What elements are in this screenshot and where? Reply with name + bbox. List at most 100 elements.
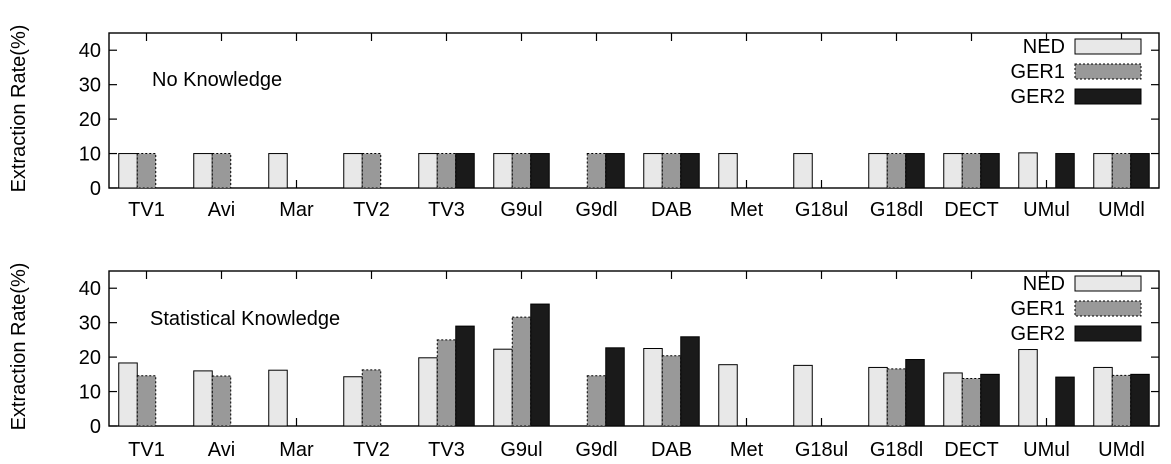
x-tick-label: G9dl xyxy=(575,439,617,461)
y-tick-label: 20 xyxy=(79,347,101,369)
y-tick-label: 10 xyxy=(79,382,101,404)
bar-ned-tv1 xyxy=(118,362,138,427)
bar-ger2-dect xyxy=(980,373,1000,427)
bar-ger2-g9dl xyxy=(605,347,625,427)
bar-ned-avi xyxy=(193,153,213,189)
bar-ger1-g9dl xyxy=(586,153,607,189)
x-tick-label: DAB xyxy=(651,439,692,461)
x-tick-label: TV3 xyxy=(428,199,465,221)
y-tick-label: 10 xyxy=(79,144,101,166)
x-tick-label: Avi xyxy=(208,199,235,221)
x-tick-label: TV3 xyxy=(428,439,465,461)
bar-ger2-dab xyxy=(680,336,700,427)
x-tick-label: Met xyxy=(730,439,764,461)
x-tick-label: G18dl xyxy=(870,439,923,461)
bar-ned-dab xyxy=(643,153,663,189)
bar-ned-dect xyxy=(943,372,963,427)
x-tick-label: G18ul xyxy=(795,439,848,461)
bar-ger1-tv1 xyxy=(136,153,157,189)
bar-ger1-dect xyxy=(961,377,982,427)
bar-ned-g18ul xyxy=(793,153,813,189)
x-tick-label: TV1 xyxy=(128,199,165,221)
bar-ned-g18ul xyxy=(793,364,813,427)
bar-ned-mar xyxy=(268,153,288,189)
bar-ger1-umdl xyxy=(1111,374,1132,427)
x-tick-label: UMul xyxy=(1023,439,1070,461)
bar-ger2-umdl xyxy=(1130,373,1150,427)
legend-label-ned: NED xyxy=(1023,273,1065,295)
bar-ned-mar xyxy=(268,369,288,427)
bar-ger2-g18dl xyxy=(905,153,925,189)
bar-ger2-tv3 xyxy=(455,153,475,189)
bar-ned-umul xyxy=(1018,152,1038,189)
bar-ger1-avi xyxy=(211,375,232,427)
bar-ger2-g9ul xyxy=(530,153,550,189)
legend-swatch-ger2 xyxy=(1074,88,1142,105)
bar-ger2-umul xyxy=(1055,153,1075,189)
legend-swatch-ned xyxy=(1074,275,1142,292)
bar-ger2-g9ul xyxy=(530,303,550,427)
bar-ned-umdl xyxy=(1093,153,1113,189)
x-tick-label: UMdl xyxy=(1098,439,1145,461)
x-tick-label: Met xyxy=(730,199,764,221)
x-tick-label: DAB xyxy=(651,199,692,221)
legend-label-ned: NED xyxy=(1023,36,1065,58)
chart-panel-1: 0 10 20 30 40 Extraction Rate(%) TV1 Avi Mar TV2 T… xyxy=(8,25,1160,221)
x-tick-label: G9dl xyxy=(575,199,617,221)
bar-ger1-tv3 xyxy=(436,339,457,427)
bar-ned-tv2 xyxy=(343,376,363,427)
x-tick-label: TV2 xyxy=(353,439,390,461)
bar-ned-g18dl xyxy=(868,366,888,427)
x-tick-label: G9ul xyxy=(500,199,542,221)
plot-frame xyxy=(108,270,1160,427)
legend-swatch-ger2 xyxy=(1074,325,1142,342)
legend-label-ger2: GER2 xyxy=(1011,86,1065,108)
bar-ger2-umul xyxy=(1055,376,1075,427)
x-tick-label: Mar xyxy=(279,439,314,461)
x-tick-label: G18ul xyxy=(795,199,848,221)
bar-ger1-tv1 xyxy=(136,375,157,427)
bar-ger1-dect xyxy=(961,153,982,189)
bar-ger1-dab xyxy=(661,355,682,427)
chart-panel-2: 0 10 20 30 40 Extraction Rate(%) TV1 Avi Mar TV2 T… xyxy=(8,263,1160,461)
y-tick-label: 0 xyxy=(90,178,101,200)
y-tick-label: 40 xyxy=(79,278,101,300)
bar-ger2-tv3 xyxy=(455,325,475,427)
panel-annotation: Statistical Knowledge xyxy=(150,308,340,330)
legend-swatch-ger1 xyxy=(1074,300,1142,317)
x-tick-label: G18dl xyxy=(870,199,923,221)
x-tick-label: UMul xyxy=(1023,199,1070,221)
y-tick-label: 40 xyxy=(79,40,101,62)
bar-ned-avi xyxy=(193,370,213,427)
bar-ger1-g18dl xyxy=(886,368,907,427)
bar-ger1-g9ul xyxy=(511,153,532,189)
bar-ger2-g18dl xyxy=(905,359,925,427)
bar-ned-g9ul xyxy=(493,348,513,427)
bar-ned-umdl xyxy=(1093,366,1113,427)
y-axis-label: Extraction Rate(%) xyxy=(8,263,30,431)
bar-ger2-umdl xyxy=(1130,153,1150,189)
legend-label-ger1: GER1 xyxy=(1011,61,1065,83)
bar-ger2-dab xyxy=(680,153,700,189)
bar-ger2-dect xyxy=(980,153,1000,189)
bar-ned-g9ul xyxy=(493,153,513,189)
bar-ned-met xyxy=(718,364,738,427)
x-tick-label: TV2 xyxy=(353,199,390,221)
x-tick-label: G9ul xyxy=(500,439,542,461)
x-tick-label: Mar xyxy=(279,199,314,221)
bar-ned-met xyxy=(718,153,738,189)
bar-ned-dect xyxy=(943,153,963,189)
bar-ned-umul xyxy=(1018,349,1038,427)
bar-ger1-umdl xyxy=(1111,153,1132,189)
bar-ger1-tv2 xyxy=(361,153,382,189)
x-tick-label: DECT xyxy=(944,439,998,461)
bar-ger1-g9dl xyxy=(586,375,607,427)
bar-ger1-dab xyxy=(661,153,682,189)
bar-ned-tv3 xyxy=(418,153,438,189)
panel-annotation: No Knowledge xyxy=(152,69,282,91)
legend-swatch-ned xyxy=(1074,38,1142,55)
bar-ger1-g18dl xyxy=(886,153,907,189)
bar-ger1-g9ul xyxy=(511,316,532,427)
y-tick-label: 20 xyxy=(79,109,101,131)
